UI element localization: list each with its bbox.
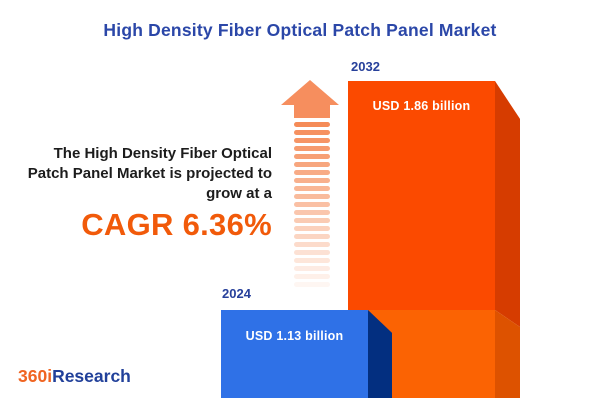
description-line-3: grow at a	[206, 185, 272, 202]
growth-arrow-stripe	[294, 282, 330, 287]
bar-2032: USD 1.86 billion	[348, 81, 495, 310]
growth-arrow-stripe	[294, 226, 330, 231]
bar-2032-year-label: 2032	[351, 59, 380, 74]
description-block: The High Density Fiber Optical Patch Pan…	[0, 144, 272, 243]
growth-arrow-stripe	[294, 242, 330, 247]
growth-arrow-stripe	[294, 162, 330, 167]
growth-arrow-stripe	[294, 122, 330, 127]
growth-arrow-stripe	[294, 194, 330, 199]
page-title: High Density Fiber Optical Patch Panel M…	[103, 20, 497, 40]
bar-2032-side-upper	[495, 81, 520, 327]
bar-2032-value-label: USD 1.86 billion	[372, 99, 471, 113]
growth-arrow-stripes	[294, 122, 330, 294]
growth-arrow-stripe	[294, 178, 330, 183]
growth-arrow-stripe	[294, 258, 330, 263]
logo: 360iResearch	[18, 366, 131, 387]
growth-arrow-stripe	[294, 218, 330, 223]
growth-arrow-stripe	[294, 234, 330, 239]
growth-arrow-stripe	[294, 154, 330, 159]
description-line-2: Patch Panel Market is projected to	[27, 165, 272, 182]
cagr-value: CAGR 6.36%	[81, 207, 272, 242]
growth-arrow-stripe	[294, 130, 330, 135]
bar-2024-value-label: USD 1.13 billion	[245, 329, 344, 343]
growth-arrow-icon	[281, 80, 339, 118]
description-line-1: The High Density Fiber Optical	[53, 145, 272, 162]
growth-arrow-stripe	[294, 146, 330, 151]
logo-part-research: Research	[52, 366, 131, 386]
growth-arrow-stripe	[294, 202, 330, 207]
growth-arrow-stripe	[294, 186, 330, 191]
bar-2024: USD 1.13 billion	[221, 310, 368, 398]
growth-arrow-stripe	[294, 250, 330, 255]
bar-2032-side-lower	[495, 310, 520, 398]
logo-part-360i: 360i	[18, 366, 53, 386]
bar-2024-year-label: 2024	[222, 286, 251, 301]
growth-arrow-stripe	[294, 170, 330, 175]
growth-arrow-stripe	[294, 210, 330, 215]
growth-arrow-stripe	[294, 138, 330, 143]
growth-arrow-stripe	[294, 266, 330, 271]
growth-arrow-stripe	[294, 274, 330, 279]
